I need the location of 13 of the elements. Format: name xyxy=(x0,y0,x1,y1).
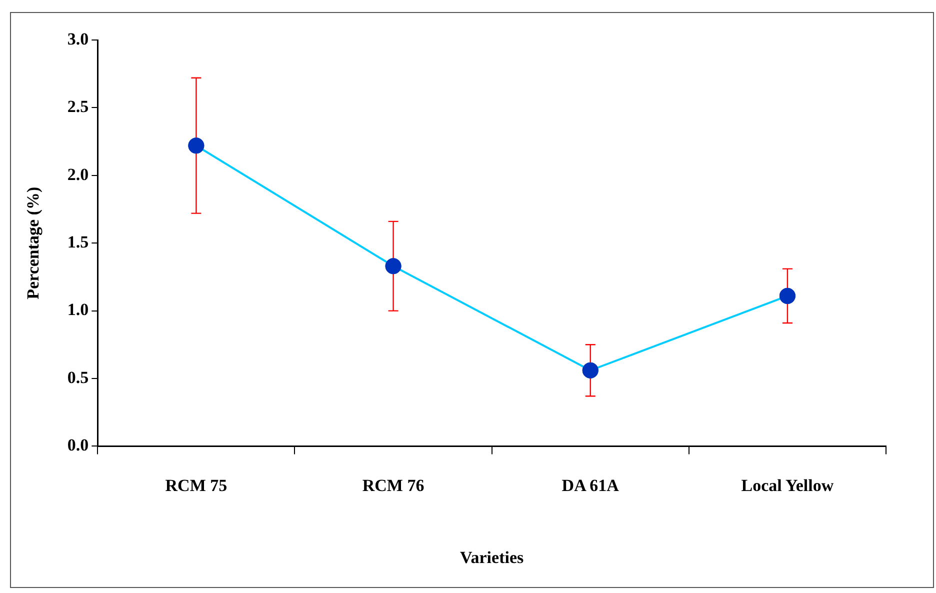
y-tick-label: 1.0 xyxy=(67,300,89,320)
y-tick-label: 2.0 xyxy=(67,164,89,184)
y-axis-title: Percentage (%) xyxy=(24,186,43,300)
x-tick-label: Local Yellow xyxy=(741,476,834,495)
y-tick-label: 3.0 xyxy=(67,29,89,48)
y-tick-label: 0.5 xyxy=(67,368,89,387)
x-tick-label: RCM 75 xyxy=(165,476,228,495)
x-tick-label: RCM 76 xyxy=(362,476,424,495)
y-tick-label: 0.0 xyxy=(67,436,89,455)
x-axis-title: Varieties xyxy=(460,548,524,568)
y-tick-label: 1.5 xyxy=(67,232,89,252)
x-tick-label: DA 61A xyxy=(562,476,620,495)
y-tick-label: 2.5 xyxy=(67,97,89,116)
